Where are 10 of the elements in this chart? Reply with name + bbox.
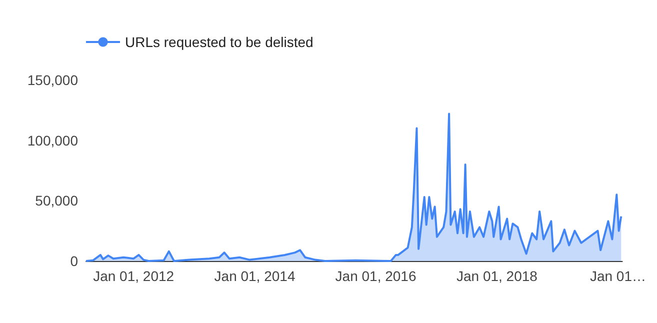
x-tick-label: Jan 01, 2014 bbox=[214, 268, 296, 284]
x-tick-label: Jan 01… bbox=[590, 268, 646, 284]
y-tick-label: 150,000 bbox=[27, 72, 78, 88]
y-tick-label: 100,000 bbox=[27, 132, 78, 148]
x-tick-label: Jan 01, 2016 bbox=[335, 268, 416, 284]
legend-label: URLs requested to be delisted bbox=[125, 34, 314, 50]
x-tick-label: Jan 01, 2012 bbox=[93, 268, 174, 284]
y-tick-label: 50,000 bbox=[35, 192, 78, 209]
y-tick-label: 0 bbox=[70, 253, 78, 269]
x-tick-label: Jan 01, 2018 bbox=[456, 268, 538, 284]
